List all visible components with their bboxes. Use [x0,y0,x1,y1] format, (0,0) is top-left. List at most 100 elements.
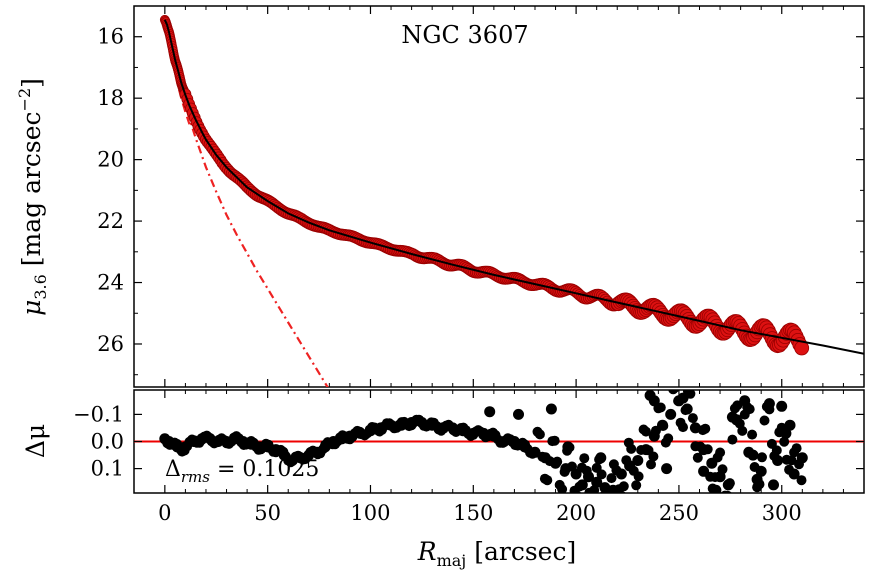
main-y-ticks: 16 18 20 22 24 26 [97,25,864,376]
residual-point [650,425,661,436]
residual-point [727,434,738,445]
residual-point [552,456,563,467]
residual-point [779,436,790,447]
x-tick-label: 0 [158,501,171,525]
res-y-tick-label: 0.1 [91,457,124,481]
residual-point [572,490,582,493]
residual-point [567,461,577,472]
residual-point [658,420,669,431]
residual-point [559,466,570,477]
res-y-tick-label: 0.0 [91,430,124,454]
residual-point [484,406,496,418]
x-tick-label: 100 [350,501,390,525]
x-tick-label: 50 [254,501,281,525]
main-x-ticks [164,6,844,387]
rms-symbol: Δ [165,457,181,482]
residual-y-axis-label: Δμ [21,424,50,458]
rms-annotation: Δrms = 0.1025 [165,457,319,486]
residual-point [579,453,590,464]
y-tick-label: 26 [97,332,124,356]
residual-point [594,454,605,465]
x-label-spacer [466,537,474,566]
residual-point [707,483,718,493]
residual-point [685,390,696,399]
residual-point [663,433,674,444]
residual-point [633,471,644,482]
residual-point [764,404,775,415]
residual-point [671,390,680,393]
residual-point [513,408,524,420]
residual-point [542,475,553,486]
y-label-subscript: 3.6 [31,274,50,299]
residual-point [549,435,560,446]
main-y-axis-label: μ3.6 [mag arcsec−2] [15,78,50,316]
residual-point [796,475,807,486]
residual-point [604,490,614,493]
y-tick-label: 18 [97,86,124,110]
x-label-symbol: R [417,537,437,566]
x-tick-label: 300 [762,501,802,525]
main-plot-frame [133,5,865,388]
residual-point [617,490,626,493]
residual-point [700,423,711,434]
residual-points-group [159,390,808,493]
residual-point [581,465,592,476]
residual-point [534,429,545,440]
residual-point [757,452,767,463]
residual-point [678,422,688,433]
rms-value: = 0.1025 [210,457,319,482]
residual-point [724,478,735,489]
model-fit-line [163,19,864,355]
residual-point [747,429,758,440]
x-tick-label: 200 [556,501,596,525]
residual-point [530,447,540,458]
x-label-units: [arcsec] [474,537,576,566]
residual-point [759,415,770,426]
chart-title: NGC 3607 [401,21,528,49]
residual-point [794,459,804,470]
residual-point [606,473,617,484]
residual-point [673,396,684,406]
residual-point [574,481,585,492]
residual-point [784,419,796,431]
residual-point [754,479,765,490]
x-axis-label: Rmaj [arcsec] [417,537,576,570]
rms-subscript: rms [181,468,210,486]
residual-point [632,455,644,466]
residual-point [726,411,738,423]
residual-x-ticks: 0 50 100 150 200 250 300 [158,390,844,525]
residual-point [687,413,698,424]
residual-point [665,409,676,420]
residual-y-ticks: −0.1 0.0 0.1 [73,402,864,481]
y-tick-label: 24 [97,271,124,295]
residual-point [717,464,728,475]
residual-point [591,476,603,488]
residual-point [749,462,760,472]
residual-panel: −0.1 0.0 0.1 0 50 100 150 200 250 300 Δμ Δrms = … [21,389,865,570]
res-y-tick-label: −0.1 [73,402,124,426]
y-tick-label: 22 [97,209,124,233]
residual-point [737,425,748,436]
residual-point [544,456,555,467]
residual-point [661,463,673,475]
residual-point [564,442,575,453]
residual-point [545,403,557,415]
residual-point [631,480,642,491]
residual-point [771,445,782,456]
y-label-exponent: −2 [15,88,34,112]
main-panel: 16 18 20 22 24 26 NGC 3607 μ3.6 [mag arcsec−2… [15,5,865,388]
residual-point [680,405,691,416]
residual-point [786,455,797,466]
outer-component-line [163,24,329,387]
residual-point [648,451,659,462]
residual-point [626,443,637,454]
residual-point [791,443,802,454]
residual-point [692,452,703,463]
residual-point [618,481,629,492]
residual-point [702,444,713,455]
residual-point [743,446,755,458]
residual-point [621,455,632,466]
residual-point [776,422,787,433]
residual-point [710,472,721,483]
